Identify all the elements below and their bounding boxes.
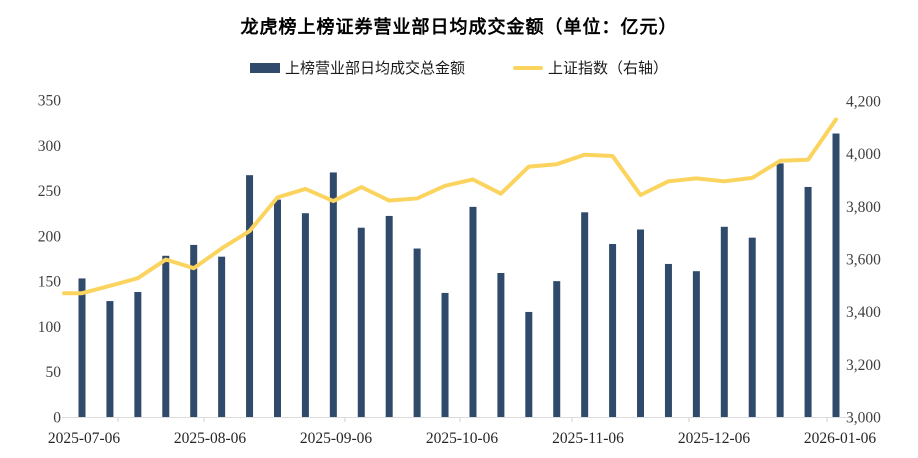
bar (246, 175, 254, 417)
index-line (62, 117, 838, 296)
bar (525, 311, 533, 417)
bar (301, 213, 309, 417)
bar (441, 292, 449, 417)
x-axis-tick-label: 2025-08-06 (174, 430, 247, 447)
bar (664, 263, 672, 417)
legend-item-line-series[interactable]: 上证指数（右轴） (513, 57, 668, 78)
right-axis-tick-label: 4,200 (846, 94, 881, 111)
bar (497, 272, 505, 417)
bar (134, 292, 142, 417)
x-axis-tick-label: 2025-07-06 (48, 430, 121, 447)
legend-label: 上榜营业部日均成交总金额 (284, 61, 465, 77)
bar (357, 227, 365, 417)
left-axis-tick-label: 100 (38, 319, 62, 336)
bar (637, 229, 645, 417)
right-axis-tick-label: 3,600 (846, 252, 881, 269)
bar (162, 255, 170, 417)
bar (720, 226, 728, 417)
bar (832, 133, 840, 418)
legend-label: 上证指数（右轴） (548, 61, 669, 77)
bar (329, 172, 337, 417)
x-axis-tick-label: 2026-01-06 (804, 430, 877, 447)
bar (804, 186, 812, 417)
bar (190, 244, 198, 417)
left-axis-tick-label: 50 (46, 364, 62, 381)
bar (581, 212, 589, 417)
bar (748, 237, 756, 417)
bar (78, 278, 86, 417)
left-axis-tick-label: 0 (53, 410, 61, 427)
right-axis-tick-label: 3,800 (846, 199, 881, 216)
bar (413, 248, 421, 417)
bar (609, 244, 617, 417)
bar (106, 301, 114, 417)
bar (273, 199, 281, 417)
chart-title: 龙虎榜上榜证券营业部日均成交金额（单位：亿元） (240, 17, 678, 37)
bar-series-swatch-icon (249, 62, 280, 73)
right-axis-tick-label: 4,000 (846, 146, 881, 163)
x-axis-tick-label: 2025-09-06 (300, 430, 373, 447)
bar (776, 163, 784, 417)
bar (692, 271, 700, 417)
bar (469, 206, 477, 417)
left-axis-tick-label: 300 (38, 138, 62, 155)
left-axis-tick-label: 250 (38, 183, 62, 200)
bar (385, 215, 393, 417)
right-axis-tick-label: 3,000 (846, 410, 881, 427)
right-axis-tick-label: 3,400 (846, 304, 881, 321)
chart-legend: 上榜营业部日均成交总金额 上证指数（右轴） (0, 57, 918, 78)
x-axis-tick-label: 2025-10-06 (426, 430, 499, 447)
legend-item-bar-series[interactable]: 上榜营业部日均成交总金额 (249, 57, 465, 78)
line-series-swatch-icon (513, 65, 543, 70)
right-axis-tick-label: 3,200 (846, 357, 881, 374)
x-axis-tick-label: 2025-12-06 (678, 430, 751, 447)
x-axis-tick-label: 2025-11-06 (552, 430, 624, 447)
left-axis-tick-label: 350 (38, 93, 62, 110)
left-axis-tick-label: 150 (38, 274, 62, 291)
bar (553, 281, 561, 417)
bar (218, 256, 226, 417)
left-axis-tick-label: 200 (38, 228, 62, 245)
